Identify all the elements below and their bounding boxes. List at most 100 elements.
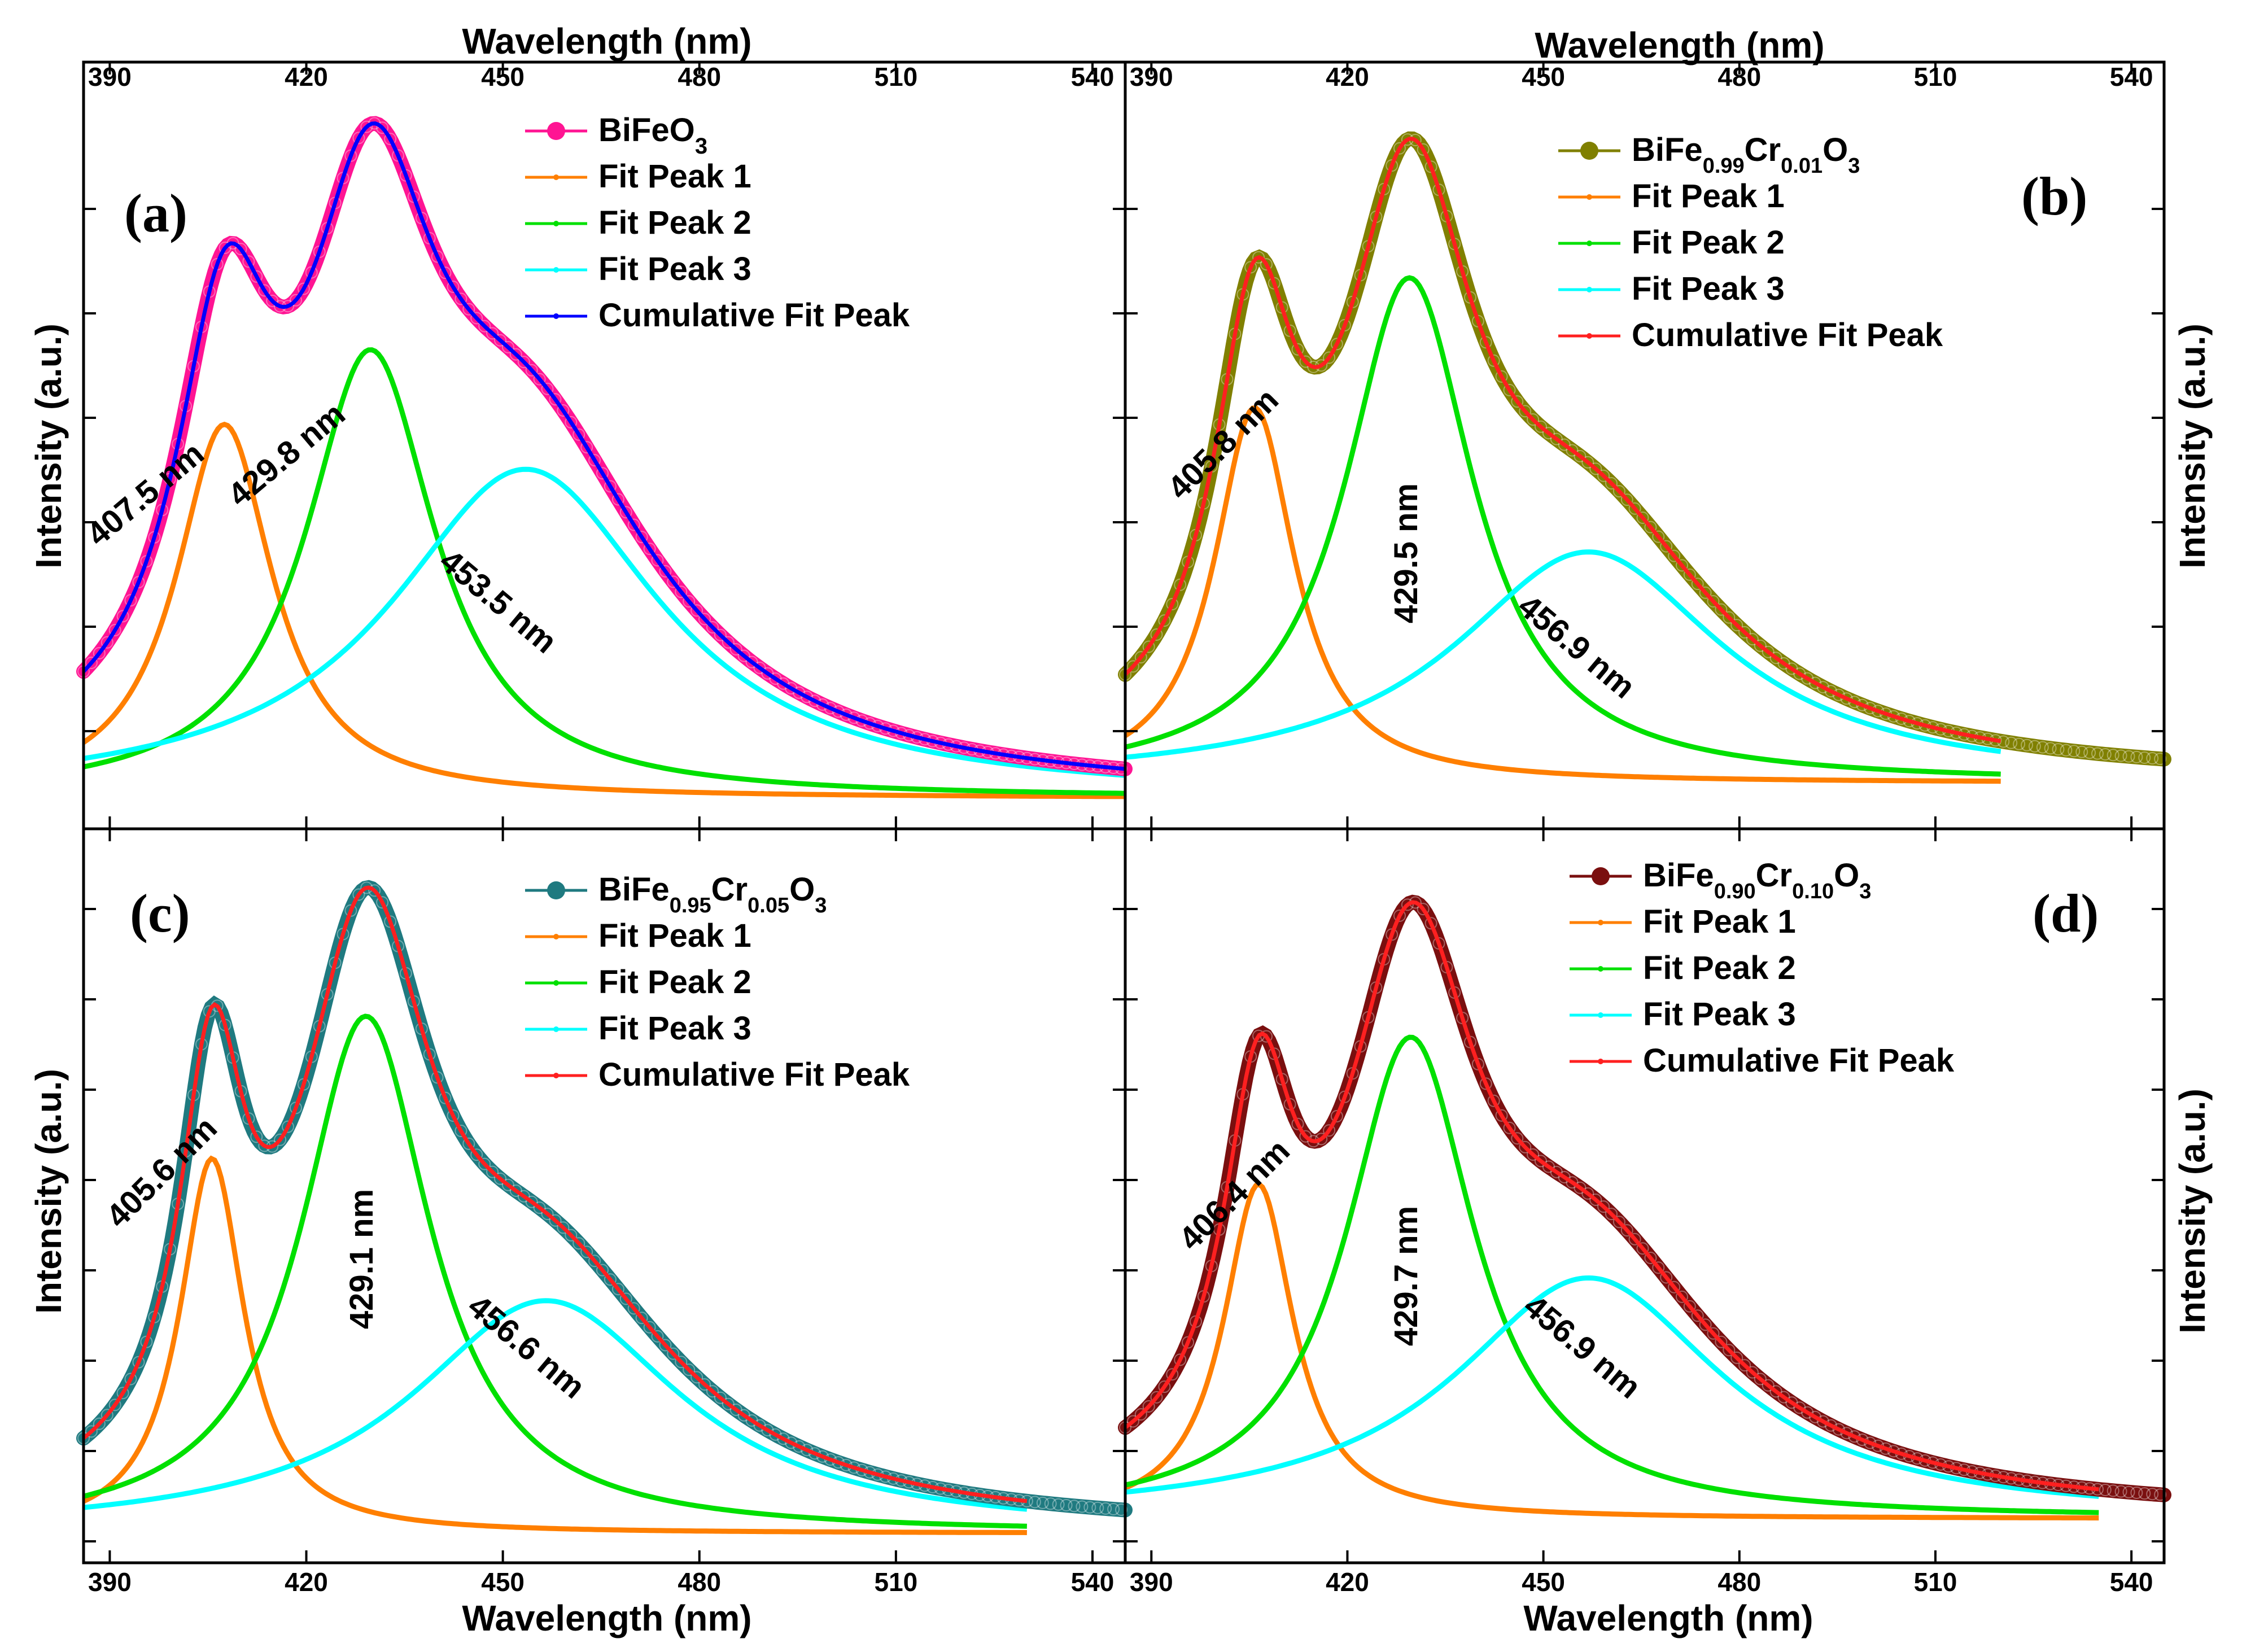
data-point <box>785 1436 798 1449</box>
data-point <box>1856 1434 1869 1446</box>
data-point <box>1652 530 1665 543</box>
data-point <box>706 621 719 633</box>
legend-swatch-marker <box>1587 287 1592 292</box>
panel-label: (d) <box>2033 883 2099 943</box>
legend-entry-2: Fit Peak 1 <box>598 917 751 954</box>
data-point <box>132 576 145 589</box>
data-point <box>690 1371 703 1384</box>
data-point <box>1636 512 1649 524</box>
data-point <box>250 1130 263 1143</box>
data-point <box>1542 427 1555 440</box>
data-point <box>501 1178 514 1191</box>
data-point <box>218 241 231 254</box>
legend-swatch-marker <box>553 221 559 226</box>
data-point <box>1527 413 1540 426</box>
data-point <box>1052 1498 1065 1511</box>
legend-swatch-marker <box>1598 1059 1603 1064</box>
data-point <box>1816 681 1829 694</box>
top-left-x-axis-title: Wavelength (nm) <box>462 21 751 62</box>
data-point <box>769 1428 782 1441</box>
data-point <box>93 647 106 659</box>
fit-peak-1-line <box>1124 405 2001 784</box>
data-point <box>1174 1353 1187 1366</box>
x-tick-label-bottom: 390 <box>88 1567 132 1597</box>
data-point <box>1864 1436 1877 1449</box>
data-point <box>415 212 428 225</box>
data-point <box>1801 1406 1814 1419</box>
data-point <box>785 682 798 695</box>
data-point <box>635 1312 648 1325</box>
data-point <box>1150 628 1163 641</box>
data-point <box>1793 1401 1806 1414</box>
data-point <box>2138 751 2151 764</box>
data-point <box>2114 1485 2127 1498</box>
data-point <box>1142 640 1155 653</box>
data-point <box>698 1378 711 1391</box>
data-point <box>462 1137 475 1150</box>
data-point <box>1620 493 1633 506</box>
x-tick-label-bottom: 510 <box>1914 1567 1957 1597</box>
data-point <box>250 270 263 283</box>
data-point <box>494 1172 506 1185</box>
data-point <box>462 303 475 316</box>
data-point <box>1683 1300 1696 1313</box>
data-point <box>1620 1224 1633 1237</box>
data-point <box>1589 462 1602 475</box>
data-point <box>447 281 460 293</box>
data-point <box>1299 355 1312 368</box>
fit-peak-3-line <box>83 1298 1028 1512</box>
data-point <box>1668 549 1681 562</box>
data-point <box>1612 1216 1625 1229</box>
data-point <box>1142 1400 1155 1413</box>
data-point <box>2060 744 2073 757</box>
bottom-right-x-axis-title: Wavelength (nm) <box>1523 1598 1813 1638</box>
cumulative-fit-line <box>1124 900 2099 1492</box>
data-point <box>1535 420 1547 433</box>
data-point <box>1856 698 1869 711</box>
legend-swatch-marker <box>1587 241 1592 246</box>
data-point <box>116 1387 129 1400</box>
data-point <box>1612 485 1625 498</box>
data-point <box>1715 603 1728 616</box>
data-point <box>588 454 601 467</box>
data-point <box>722 636 735 649</box>
data-point <box>675 585 688 598</box>
data-point <box>1793 667 1806 680</box>
data-point <box>305 266 318 279</box>
x-tick-label-top: 540 <box>1071 62 1115 91</box>
data-point <box>737 1409 750 1422</box>
legend-entry-3: Fit Peak 2 <box>1643 950 1796 986</box>
data-point <box>1785 1396 1798 1409</box>
data-point <box>1660 1271 1673 1284</box>
data-point <box>1777 657 1790 670</box>
data-point <box>714 1391 727 1404</box>
data-point <box>132 1356 145 1369</box>
data-point <box>1495 370 1508 383</box>
data-point <box>1707 595 1720 608</box>
data-point <box>1785 662 1798 675</box>
x-tick-label-top: 480 <box>678 62 721 91</box>
data-point <box>1589 1194 1602 1206</box>
y-axis-title-d: Intensity (a.u.) <box>2172 1089 2213 1334</box>
x-tick-label-bottom: 510 <box>874 1567 917 1597</box>
data-point <box>635 531 648 544</box>
data-point <box>808 1447 821 1460</box>
data-point <box>643 1321 656 1334</box>
data-point <box>1644 1252 1657 1264</box>
data-point <box>478 1157 491 1170</box>
data-point <box>729 643 742 655</box>
data-point <box>93 1417 106 1430</box>
data-point <box>801 690 814 703</box>
data-point <box>1676 1290 1688 1303</box>
x-tick-label-top: 390 <box>88 62 132 91</box>
data-point <box>1134 1408 1147 1421</box>
data-point <box>1762 1379 1775 1392</box>
data-point <box>1566 444 1579 457</box>
data-point <box>729 1404 742 1416</box>
data-point <box>1550 432 1563 445</box>
data-point <box>1393 142 1406 155</box>
data-point <box>651 1330 664 1343</box>
data-point <box>596 467 609 480</box>
data-point <box>675 1356 688 1369</box>
